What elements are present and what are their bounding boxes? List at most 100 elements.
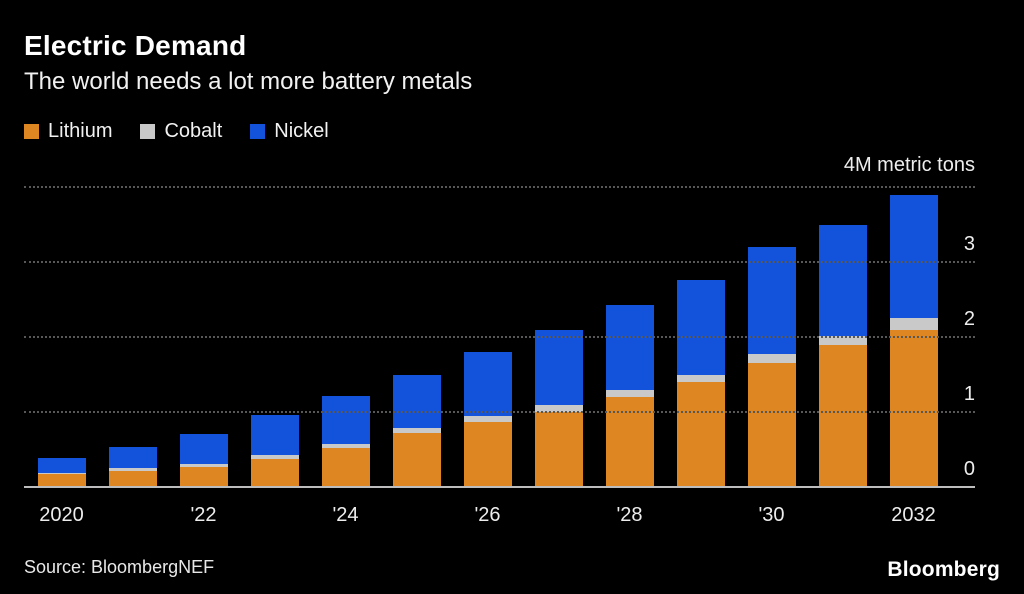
chart-subtitle: The world needs a lot more battery metal… [24,68,473,95]
bar-2029 [676,280,725,487]
lithium-segment-2022 [179,466,228,487]
x-axis-labels: 2020 '22 '24 '26 '28 '30 2032 [26,504,949,527]
bar-2032 [889,194,938,487]
cobalt-segment-2020 [37,472,86,475]
x-tick-label-2026: '26 [474,504,501,526]
y-tick-label-0: 0 [963,458,975,480]
y-tick-label-3: 3 [963,233,975,255]
bar-2031 [818,224,867,487]
legend-label: Cobalt [164,120,223,142]
x-tick-label-2021 [97,504,168,527]
bar-slot-2021 [97,144,168,487]
cobalt-segment-2026 [463,415,512,422]
bar-slot-2030 [736,144,807,487]
lithium-segment-2020 [37,474,86,487]
cobalt-segment-2022 [179,463,228,467]
nickel-swatch [250,124,266,139]
gridline-1 [24,411,975,413]
gridline-3 [24,261,975,263]
x-tick-label-2020: 2020 [39,504,84,526]
x-tick-label-2023 [239,504,310,527]
cobalt-swatch [140,124,156,139]
x-tick-label-2031 [807,504,878,527]
lithium-segment-2032 [889,329,938,487]
bar-2030 [747,247,796,487]
lithium-segment-2026 [463,421,512,487]
source-text: Source: BloombergNEF [24,557,215,577]
legend-item-cobalt: Cobalt [140,120,222,143]
cobalt-segment-2032 [889,318,938,330]
y-tick-label-2: 2 [963,308,975,330]
plot-area: 0 1 2 3 [24,186,975,488]
bar-slot-2029 [665,144,736,487]
lithium-segment-2030 [747,363,796,487]
y-tick-label-1: 1 [963,383,975,405]
nickel-segment-2020 [37,457,86,473]
bar-2026 [463,352,512,487]
x-tick-label-2027 [523,504,594,527]
legend-label: Nickel [274,120,329,142]
lithium-segment-2024 [321,448,370,487]
x-tick-label-2022: '22 [190,504,217,526]
lithium-segment-2031 [818,344,867,487]
bar-2027 [534,330,583,487]
bar-slot-2023 [239,144,310,487]
x-tick-label-2032: 2032 [891,504,936,526]
y-axis-unit-label: 4M metric tons [843,154,975,176]
bar-slot-2031 [807,144,878,487]
bar-2025 [392,375,441,487]
nickel-segment-2024 [321,395,370,444]
x-tick-label-2029 [665,504,736,527]
nickel-segment-2028 [605,304,654,390]
legend-item-lithium: Lithium [24,120,112,143]
nickel-segment-2022 [179,433,228,464]
cobalt-segment-2023 [250,454,299,459]
nickel-segment-2027 [534,330,583,406]
x-tick-label-2024: '24 [332,504,359,526]
nickel-segment-2032 [889,194,938,319]
nickel-segment-2025 [392,375,441,428]
cobalt-segment-2030 [747,354,796,364]
cobalt-segment-2031 [818,335,867,345]
lithium-segment-2025 [392,433,441,487]
bar-slot-2027 [523,144,594,487]
cobalt-segment-2027 [534,405,583,412]
lithium-swatch [24,124,39,139]
lithium-segment-2027 [534,412,583,487]
x-tick-label-2030: '30 [758,504,785,526]
lithium-segment-2021 [108,470,157,487]
nickel-segment-2026 [463,352,512,416]
bar-slot-2032 [878,144,949,487]
lithium-segment-2023 [250,458,299,487]
cobalt-segment-2021 [108,468,157,471]
bar-slot-2025 [381,144,452,487]
bar-2024 [321,395,370,487]
bar-2023 [250,415,299,487]
chart-legend: Lithium Cobalt Nickel [24,120,329,143]
nickel-segment-2023 [250,415,299,455]
legend-item-nickel: Nickel [250,120,329,143]
chart-title: Electric Demand [24,30,247,61]
bar-slot-2026 [452,144,523,487]
cobalt-segment-2025 [392,427,441,433]
bar-slot-2028 [594,144,665,487]
nickel-segment-2031 [818,224,867,336]
lithium-segment-2029 [676,382,725,487]
bar-slot-2022 [168,144,239,487]
cobalt-segment-2029 [676,374,725,382]
bars-container [26,144,949,487]
bloomberg-logo: Bloomberg [887,558,1000,581]
x-tick-label-2028: '28 [616,504,643,526]
bar-2021 [108,447,157,487]
bar-2028 [605,304,654,487]
nickel-segment-2030 [747,247,796,355]
bar-2022 [179,433,228,487]
cobalt-segment-2024 [321,443,370,448]
gridline-4 [24,186,975,188]
x-axis-baseline [24,486,975,488]
gridline-2 [24,336,975,338]
bar-slot-2020 [26,144,97,487]
bar-slot-2024 [310,144,381,487]
